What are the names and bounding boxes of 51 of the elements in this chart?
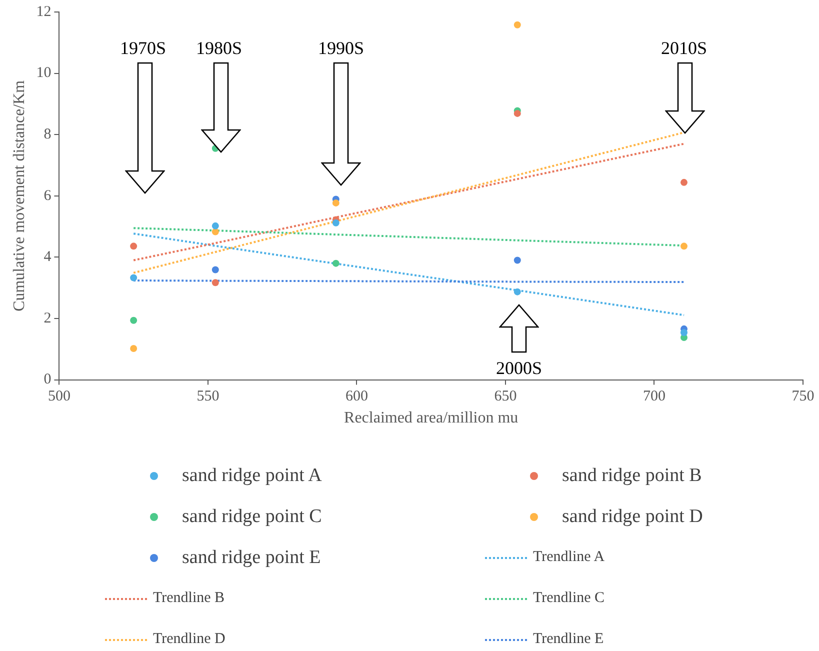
y-tick-label: 12 [36,4,52,20]
y-tick-label: 10 [36,65,52,82]
point [680,178,688,186]
legend-label: sand ridge point B [562,464,702,486]
line-series [132,131,685,274]
point [514,256,521,264]
point [130,242,138,250]
point [130,316,138,324]
point [130,345,138,352]
legend-label: sand ridge point D [562,506,703,528]
y-tick-label: 8 [44,126,52,143]
line-series [132,232,685,316]
y-tick-label: 4 [44,249,52,266]
point [212,279,219,286]
annotation: 1970S [120,38,166,58]
point [680,242,688,250]
x-tick-label: 750 [792,388,814,405]
point [332,219,340,226]
point [514,110,521,117]
point [680,329,688,336]
y-tick-label: 2 [44,310,52,326]
legend-label: Trendline E [533,631,604,648]
point [514,288,521,296]
legend-label: Trendline C [533,590,605,607]
x-axis-title: Reclaimed area/million mu [344,410,518,427]
annotation: 2000S [496,358,542,378]
x-tick-label: 700 [642,388,666,405]
point [332,199,340,206]
legend-label: sand ridge point E [182,546,321,568]
point [212,228,219,236]
point [212,266,219,274]
legend-label: sand ridge point A [182,464,322,486]
x-tick-label: 550 [196,388,220,405]
y-tick-label: 0 [44,372,52,388]
y-tick-label: 6 [44,188,52,204]
point [332,260,340,267]
legend-label: Trendline D [153,631,226,648]
annotation: 1980S [196,38,242,58]
annotation: 2010S [660,38,708,58]
x-tick-label: 500 [48,388,70,405]
point [514,21,521,28]
x-tick-label: 600 [345,388,368,405]
line-series [132,142,685,262]
x-tick-label: 650 [494,388,517,405]
y-axis-title: Cumulative movement distance/Km [10,80,28,312]
point [130,274,138,282]
legend-label: sand ridge point C [182,506,322,528]
legend-label: Trendline B [153,590,225,607]
legend-label: Trendline A [533,549,605,566]
annotation: 1990S [318,38,364,58]
point [212,222,219,230]
